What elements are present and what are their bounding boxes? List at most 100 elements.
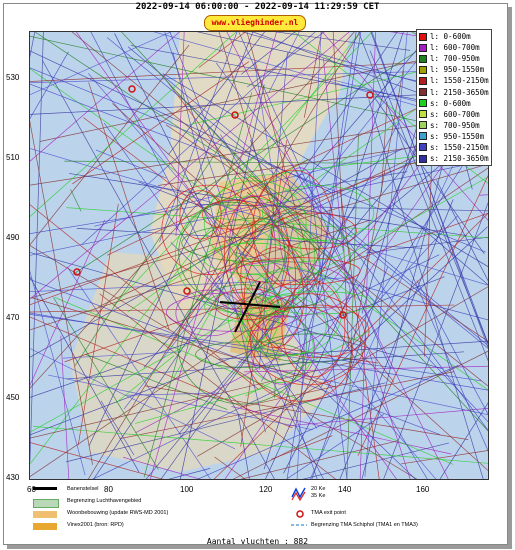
flight-track xyxy=(286,413,385,479)
flight-track xyxy=(172,51,266,433)
flight-track xyxy=(60,335,70,479)
flight-track xyxy=(237,361,488,416)
legend-swatch xyxy=(419,54,427,63)
flight-track xyxy=(123,456,201,479)
legend-swatch xyxy=(419,99,427,108)
altitude-legend: l: 0-600m l: 600-700m l: 700-950m l: 950… xyxy=(416,29,492,167)
flight-track xyxy=(436,180,488,282)
flight-track xyxy=(369,50,488,345)
flight-track xyxy=(371,32,488,349)
approach-track xyxy=(249,293,366,386)
flight-track xyxy=(383,201,488,479)
flight-track xyxy=(232,350,488,479)
flight-track xyxy=(216,158,309,215)
tma-exit-point xyxy=(231,111,239,119)
flight-track xyxy=(342,226,488,361)
flight-track xyxy=(30,83,239,165)
flight-track xyxy=(30,164,465,256)
flight-track xyxy=(168,468,211,479)
legend-item: s: 2150-3650m xyxy=(419,153,489,164)
flight-track xyxy=(88,82,170,330)
flight-track xyxy=(30,50,332,193)
flight-track xyxy=(345,70,404,385)
flight-track xyxy=(81,32,316,245)
flight-track xyxy=(62,351,182,359)
airport-label: Begrenzing Luchthavengebied xyxy=(67,498,142,504)
approach-track xyxy=(195,341,304,368)
flight-track xyxy=(197,365,459,479)
flight-track xyxy=(30,316,293,429)
legend-item: l: 0-600m xyxy=(419,31,489,42)
flight-track xyxy=(30,35,447,128)
site-badge[interactable]: www.vlieghinder.nl xyxy=(204,15,306,31)
flight-track xyxy=(218,43,223,53)
approach-track xyxy=(203,180,307,267)
flight-track xyxy=(308,173,348,479)
approach-track xyxy=(179,190,222,240)
legend-item: l: 1550-2150m xyxy=(419,75,489,86)
approach-track xyxy=(246,306,353,402)
approach-track xyxy=(241,294,327,357)
flight-track xyxy=(30,312,488,391)
flight-track xyxy=(30,276,445,436)
flight-track xyxy=(286,32,362,479)
approach-track xyxy=(258,333,366,363)
flight-track-map[interactable] xyxy=(29,31,489,480)
flight-track xyxy=(53,297,159,470)
page-title: 2022-09-14 06:00:00 - 2022-09-14 11:29:5… xyxy=(135,2,380,12)
x-tick-120: 120 xyxy=(259,485,273,494)
y-tick-490: 490 xyxy=(6,233,20,242)
approach-track xyxy=(223,195,290,309)
flight-track xyxy=(114,33,218,237)
flight-track xyxy=(319,125,488,389)
flight-track xyxy=(235,252,488,321)
noise-20-label: 20 Ke xyxy=(311,486,326,492)
flight-track xyxy=(94,136,455,227)
flight-track xyxy=(189,71,419,125)
flight-track xyxy=(72,61,250,185)
flight-track xyxy=(123,279,224,410)
flight-track xyxy=(176,32,254,231)
legend-swatch xyxy=(419,76,427,85)
flight-track xyxy=(30,163,488,299)
flight-track xyxy=(246,32,325,88)
flight-track xyxy=(361,117,420,314)
noise-35-label: 35 Ke xyxy=(311,493,326,499)
legend-swatch xyxy=(419,154,427,163)
flight-track xyxy=(30,32,350,300)
legend-item: s: 1550-2150m xyxy=(419,142,489,153)
flight-track xyxy=(30,32,361,465)
legend-swatch xyxy=(419,132,427,141)
legend-item: s: 950-1550m xyxy=(419,131,489,142)
flight-track xyxy=(119,371,455,440)
tma-exit-icon xyxy=(296,510,304,518)
flight-track xyxy=(311,266,388,479)
flight-track xyxy=(323,58,344,252)
flight-track xyxy=(30,361,355,439)
flight-track xyxy=(30,32,180,162)
legend-swatch xyxy=(419,121,427,130)
flight-track xyxy=(303,32,323,118)
approach-track xyxy=(264,217,303,313)
flight-track xyxy=(261,122,399,382)
flight-track xyxy=(30,204,260,390)
runway xyxy=(219,301,281,308)
flight-track xyxy=(263,32,404,470)
flight-track xyxy=(127,46,488,347)
flight-track xyxy=(103,122,318,429)
flight-track xyxy=(374,97,485,255)
flight-track xyxy=(226,32,449,479)
tma-boundary-label: Begrenzing TMA Schiphol (TMA1 en TMA3) xyxy=(311,522,418,528)
y-tick-430: 430 xyxy=(6,473,20,482)
flight-track xyxy=(66,207,488,239)
x-tick-160: 160 xyxy=(416,485,430,494)
flight-track xyxy=(244,365,488,373)
flight-track xyxy=(416,280,488,415)
flight-track xyxy=(30,277,354,292)
map-key: Banenstelsel Begrenzing Luchthavengebied… xyxy=(29,481,487,539)
flight-track xyxy=(70,189,82,212)
flight-track xyxy=(54,297,454,465)
legend-item: l: 950-1550m xyxy=(419,64,489,75)
approach-track xyxy=(252,169,335,290)
legend-swatch xyxy=(419,110,427,119)
